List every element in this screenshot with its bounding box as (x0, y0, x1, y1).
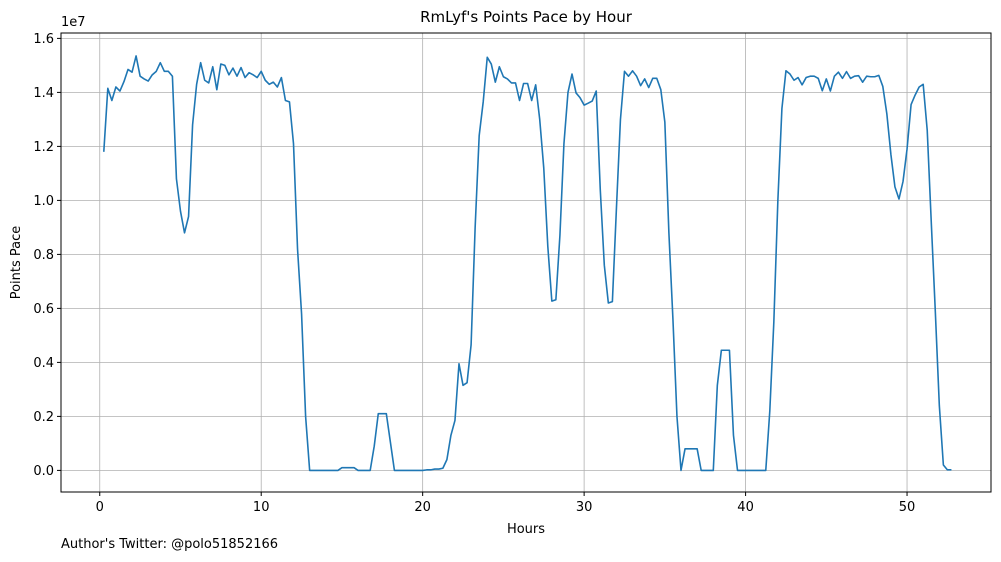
x-tick-label: 40 (737, 500, 754, 515)
y-tick-label: 0.6 (33, 302, 54, 317)
x-axis-ticks: 0 10 20 30 40 50 (96, 492, 916, 515)
y-axis-ticks: 0.0 0.2 0.4 0.6 0.8 1.0 1.2 1.4 1.6 (33, 32, 61, 479)
x-tick-label: 30 (576, 500, 593, 515)
x-tick-label: 50 (899, 500, 916, 515)
y-tick-label: 0.2 (33, 410, 54, 425)
y-axis-label: Points Pace (9, 226, 24, 300)
x-tick-label: 20 (414, 500, 431, 515)
y-tick-label: 1.4 (33, 86, 54, 101)
y-tick-label: 1.0 (33, 194, 54, 209)
y-tick-label: 1.6 (33, 32, 54, 47)
y-tick-label: 0.4 (33, 356, 54, 371)
x-tick-label: 0 (96, 500, 104, 515)
plot-frame (60, 32, 992, 493)
chart-title: RmLyf's Points Pace by Hour (420, 8, 633, 26)
y-tick-label: 0.8 (33, 248, 54, 263)
y-tick-label: 1.2 (33, 140, 54, 155)
y-axis-offset-label: 1e7 (61, 15, 86, 30)
y-tick-label: 0.0 (33, 464, 54, 479)
series-line (102, 55, 952, 472)
x-tick-label: 10 (253, 500, 270, 515)
author-credit: Author's Twitter: @polo51852166 (61, 537, 279, 552)
grid-lines (61, 33, 991, 492)
x-axis-label: Hours (507, 522, 545, 537)
